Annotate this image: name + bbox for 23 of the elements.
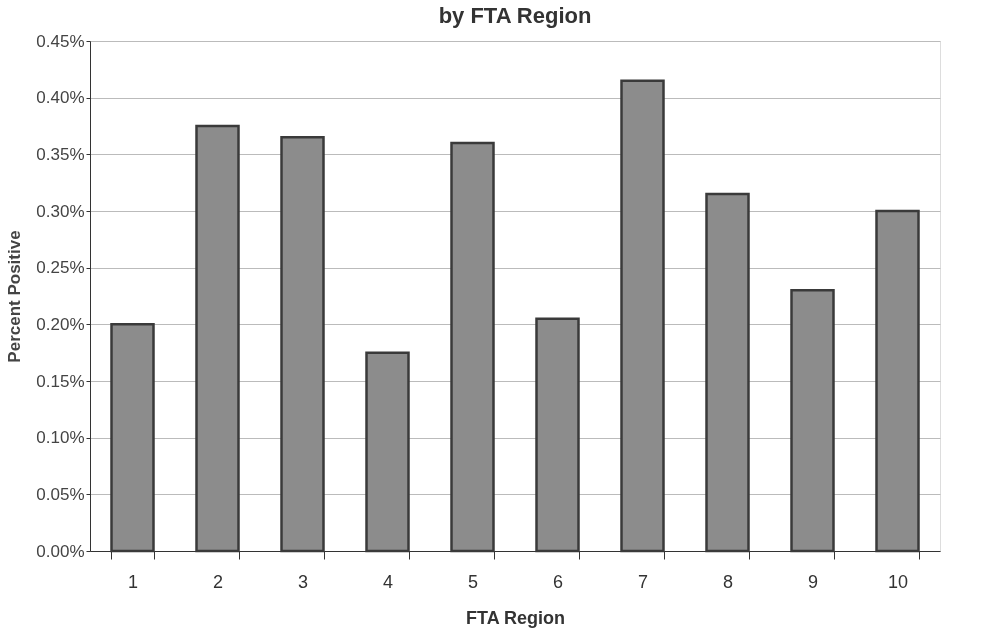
y-tick-label: 0.35% [36, 144, 85, 164]
x-tick-label: 2 [212, 571, 224, 592]
chart-title: by FTA Region [438, 3, 592, 28]
x-tick-label: 5 [467, 571, 479, 592]
x-tick-label: 9 [807, 571, 819, 592]
y-tick-label: 0.10% [36, 428, 85, 448]
x-tick-label: 10 [887, 571, 909, 592]
y-tick-label: 0.20% [36, 314, 85, 334]
x-tick-label: 6 [552, 571, 564, 592]
x-tick-label: 8 [722, 571, 734, 592]
y-tick-label: 0.00% [36, 541, 85, 561]
y-tick-label: 0.05% [36, 484, 85, 504]
y-tick-label: 0.15% [36, 371, 85, 391]
y-axis-title: Percent Positive [5, 230, 25, 363]
x-tick-label: 1 [127, 571, 139, 592]
y-tick-label: 0.30% [36, 201, 85, 221]
x-axis-title: FTA Region [466, 607, 565, 628]
y-tick-label: 0.45% [36, 31, 85, 51]
y-tick-label: 0.25% [36, 258, 85, 278]
x-tick-label: 3 [297, 571, 309, 592]
y-tick-label: 0.40% [36, 88, 85, 108]
x-tick-label: 7 [637, 571, 649, 592]
x-tick-label: 4 [382, 571, 394, 592]
